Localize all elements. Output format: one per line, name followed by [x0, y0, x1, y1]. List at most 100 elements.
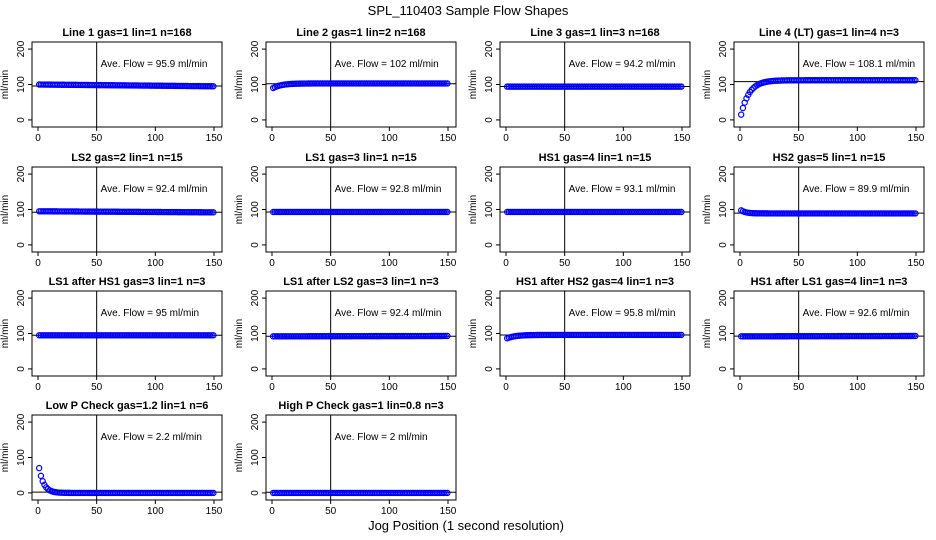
x-tick-label: 0	[503, 382, 509, 393]
average-flow-label: Ave. Flow = 92.4 ml/min	[335, 308, 442, 319]
y-axis-label: ml/min	[702, 70, 713, 99]
y-axis-label: ml/min	[0, 319, 11, 348]
y-tick-label: 0	[16, 366, 27, 372]
average-flow-label: Ave. Flow = 92.6 ml/min	[803, 308, 910, 319]
y-axis-label: ml/min	[468, 319, 479, 348]
y-tick-label: 200	[250, 289, 261, 306]
x-tick-label: 50	[325, 258, 337, 269]
panel-5: LS2 gas=2 lin=1 n=15 ml/min 0 100 200 0 50 100 1…	[0, 152, 223, 269]
panel-12: HS1 after LS1 gas=4 lin=1 n=3 ml/min 0 100 2…	[702, 276, 925, 393]
average-flow-label: Ave. Flow = 92.8 ml/min	[335, 184, 442, 195]
y-tick-label: 0	[484, 366, 495, 372]
panel-title: High P Check gas=1 lin=0.8 n=3	[278, 400, 443, 412]
x-tick-label: 0	[269, 133, 275, 144]
average-flow-label: Ave. Flow = 95 ml/min	[101, 308, 199, 319]
panel-13: Low P Check gas=1.2 lin=1 n=6 ml/min 0 100 2…	[0, 400, 223, 517]
x-tick-label: 100	[147, 133, 164, 144]
x-tick-label: 100	[849, 258, 866, 269]
x-tick-label: 0	[737, 258, 743, 269]
y-tick-label: 0	[718, 242, 729, 248]
y-tick-label: 200	[718, 165, 729, 182]
y-tick-label: 200	[250, 413, 261, 430]
x-tick-label: 100	[615, 258, 632, 269]
data-point	[737, 111, 745, 118]
average-flow-label: Ave. Flow = 92.4 ml/min	[101, 184, 208, 195]
y-axis-label: ml/min	[702, 319, 713, 348]
panel-title: LS1 after HS1 gas=3 lin=1 n=3	[49, 276, 206, 288]
x-tick-label: 50	[91, 382, 103, 393]
x-tick-label: 0	[737, 133, 743, 144]
y-tick-label: 100	[16, 449, 27, 466]
x-tick-label: 0	[35, 506, 41, 517]
panel-title: LS2 gas=2 lin=1 n=15	[71, 152, 183, 164]
panel-title: LS1 gas=3 lin=1 n=15	[305, 152, 417, 164]
x-tick-label: 150	[206, 506, 223, 517]
average-flow-label: Ave. Flow = 95.9 ml/min	[101, 59, 208, 70]
y-tick-label: 0	[16, 242, 27, 248]
panel-title: HS1 gas=4 lin=1 n=15	[539, 152, 652, 164]
y-tick-label: 0	[250, 490, 261, 496]
data-point	[748, 86, 755, 93]
y-tick-label: 100	[250, 76, 261, 93]
x-tick-label: 150	[674, 258, 691, 269]
y-tick-label: 200	[484, 289, 495, 306]
figure-x-label: Jog Position (1 second resolution)	[368, 518, 564, 533]
y-tick-label: 200	[16, 413, 27, 430]
x-tick-label: 150	[206, 382, 223, 393]
average-flow-label: Ave. Flow = 95.8 ml/min	[569, 308, 676, 319]
x-tick-label: 100	[147, 382, 164, 393]
average-flow-label: Ave. Flow = 93.1 ml/min	[569, 184, 676, 195]
y-axis-label: ml/min	[468, 70, 479, 99]
x-tick-label: 100	[615, 382, 632, 393]
y-tick-label: 0	[718, 117, 729, 123]
y-tick-label: 200	[16, 289, 27, 306]
data-point	[444, 80, 451, 87]
y-tick-label: 0	[250, 366, 261, 372]
y-tick-label: 100	[16, 325, 27, 342]
y-tick-label: 0	[718, 366, 729, 372]
y-tick-label: 100	[484, 201, 495, 218]
x-tick-label: 100	[849, 382, 866, 393]
x-tick-label: 150	[440, 506, 457, 517]
x-tick-label: 150	[440, 258, 457, 269]
x-tick-label: 50	[91, 506, 103, 517]
panel-title: Low P Check gas=1.2 lin=1 n=6	[46, 400, 209, 412]
y-tick-label: 100	[718, 201, 729, 218]
x-tick-label: 0	[503, 133, 509, 144]
panel-4: Line 4 (LT) gas=1 lin=4 n=3 ml/min 0 100 200…	[702, 27, 925, 144]
y-tick-label: 200	[484, 165, 495, 182]
y-tick-label: 0	[484, 117, 495, 123]
average-flow-label: Ave. Flow = 102 ml/min	[335, 59, 439, 70]
panel-1: Line 1 gas=1 lin=1 n=168 ml/min 0 100 200 0 50…	[0, 27, 223, 144]
x-tick-label: 50	[559, 382, 571, 393]
data-point	[912, 77, 919, 84]
data-point	[444, 489, 451, 497]
panel-title: HS1 after HS2 gas=4 lin=1 n=3	[516, 276, 674, 288]
x-tick-label: 150	[908, 133, 925, 144]
x-tick-label: 100	[615, 133, 632, 144]
panel-title: Line 2 gas=1 lin=2 n=168	[296, 27, 425, 39]
y-tick-label: 100	[484, 76, 495, 93]
panel-14: High P Check gas=1 lin=0.8 n=3 ml/min 0 100…	[234, 400, 457, 517]
panel-title: Line 3 gas=1 lin=3 n=168	[530, 27, 659, 39]
x-tick-label: 50	[793, 133, 805, 144]
x-tick-label: 50	[793, 382, 805, 393]
y-tick-label: 100	[250, 449, 261, 466]
data-point	[678, 331, 685, 339]
data-point	[678, 208, 685, 216]
panel-title: Line 4 (LT) gas=1 lin=4 n=3	[759, 27, 899, 39]
y-tick-label: 200	[250, 165, 261, 182]
y-tick-label: 0	[484, 242, 495, 248]
panel-title: Line 1 gas=1 lin=1 n=168	[62, 27, 191, 39]
plot-frame	[31, 414, 223, 501]
x-tick-label: 50	[91, 258, 103, 269]
x-tick-label: 50	[559, 258, 571, 269]
x-tick-label: 0	[35, 133, 41, 144]
figure-title: SPL_110403 Sample Flow Shapes	[368, 3, 569, 18]
plot-frame	[733, 166, 925, 253]
y-tick-label: 200	[718, 289, 729, 306]
data-point	[39, 477, 46, 485]
y-tick-label: 100	[250, 201, 261, 218]
panel-title: HS1 after LS1 gas=4 lin=1 n=3	[751, 276, 908, 288]
x-tick-label: 150	[206, 258, 223, 269]
